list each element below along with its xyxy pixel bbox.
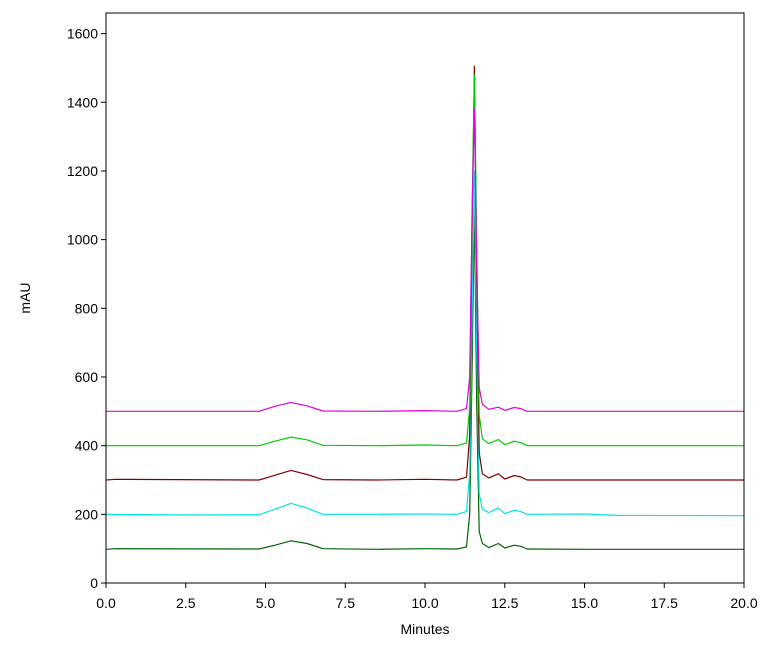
y-tick-label: 0 [90, 575, 98, 591]
x-tick-label: 2.5 [176, 595, 196, 611]
x-tick-label: 15.0 [571, 595, 598, 611]
y-tick-label: 1200 [67, 163, 98, 179]
x-axis-label: Minutes [400, 621, 449, 637]
x-tick-label: 12.5 [491, 595, 518, 611]
y-tick-label: 400 [75, 438, 99, 454]
x-tick-label: 0.0 [96, 595, 116, 611]
x-tick-label: 10.0 [411, 595, 438, 611]
y-axis-label: mAU [17, 282, 33, 313]
x-axis: 0.0 2.5 5.0 7.5 10.0 12.5 15.0 17.5 20.0 [96, 583, 758, 611]
y-axis: 0 200 400 600 800 1000 1200 1400 1600 [67, 26, 106, 591]
y-tick-label: 200 [75, 506, 99, 522]
series-line-4 [106, 74, 744, 447]
y-tick-label: 800 [75, 300, 99, 316]
x-tick-label: 7.5 [336, 595, 356, 611]
x-tick-label: 5.0 [256, 595, 276, 611]
series-line-5 [106, 108, 744, 412]
x-tick-label: 17.5 [651, 595, 678, 611]
x-tick-label: 20.0 [730, 595, 757, 611]
series-line-1 [105, 204, 744, 550]
series-line-3 [105, 65, 744, 481]
y-tick-label: 1600 [67, 26, 98, 42]
y-tick-label: 600 [75, 369, 99, 385]
series-line-2 [105, 170, 745, 517]
y-tick-label: 1400 [67, 94, 98, 110]
y-tick-label: 1000 [67, 232, 98, 248]
plot-frame [105, 12, 745, 584]
series-layer [105, 65, 745, 550]
